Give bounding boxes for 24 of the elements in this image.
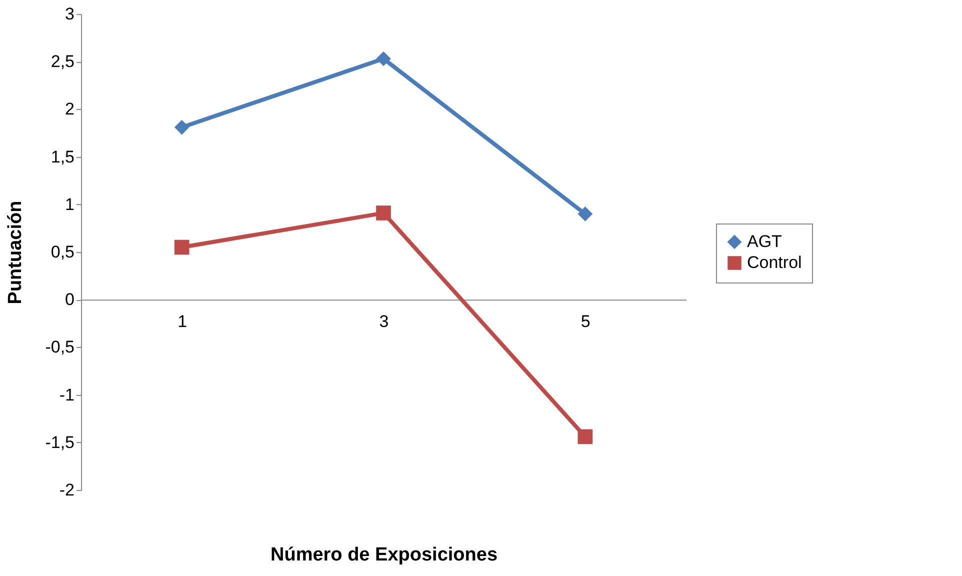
y-tick-label: -1 [59,385,74,404]
point [376,206,391,220]
y-tick-label: 3 [65,4,74,24]
y-tick-label: -0,5 [45,338,74,357]
x-tick-label: 1 [178,312,188,332]
y-tick-label: 1,5 [50,147,74,166]
point [578,429,593,444]
x-tick-label: 3 [379,312,389,332]
point [578,206,593,222]
y-tick-label: -1,5 [45,432,74,452]
y-tick-label: 0 [65,290,74,310]
y-tick-label: 2 [65,100,74,119]
x-axis-title: Número de Exposiciones [270,544,498,566]
y-tick-label: 2,5 [50,52,74,72]
y-tick-label: 1 [65,194,74,214]
y-tick-label: -2 [59,480,74,500]
x-tick-label: 5 [580,312,590,332]
y-axis-title: Puntuación [5,200,26,304]
y-tick-label: 0,5 [50,242,74,262]
legend-label: Control [747,252,802,272]
point [174,120,190,135]
point [376,51,391,66]
legend-label: AGT [747,232,782,251]
point [174,240,190,255]
